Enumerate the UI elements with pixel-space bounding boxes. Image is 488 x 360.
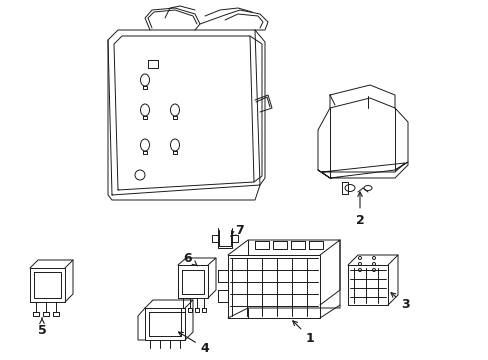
Text: 6: 6 bbox=[183, 252, 197, 266]
Text: 5: 5 bbox=[38, 318, 46, 337]
Text: 3: 3 bbox=[390, 293, 408, 311]
Text: 2: 2 bbox=[355, 192, 364, 226]
Text: 7: 7 bbox=[230, 224, 244, 237]
Text: 1: 1 bbox=[292, 321, 314, 345]
Text: 4: 4 bbox=[178, 332, 209, 355]
